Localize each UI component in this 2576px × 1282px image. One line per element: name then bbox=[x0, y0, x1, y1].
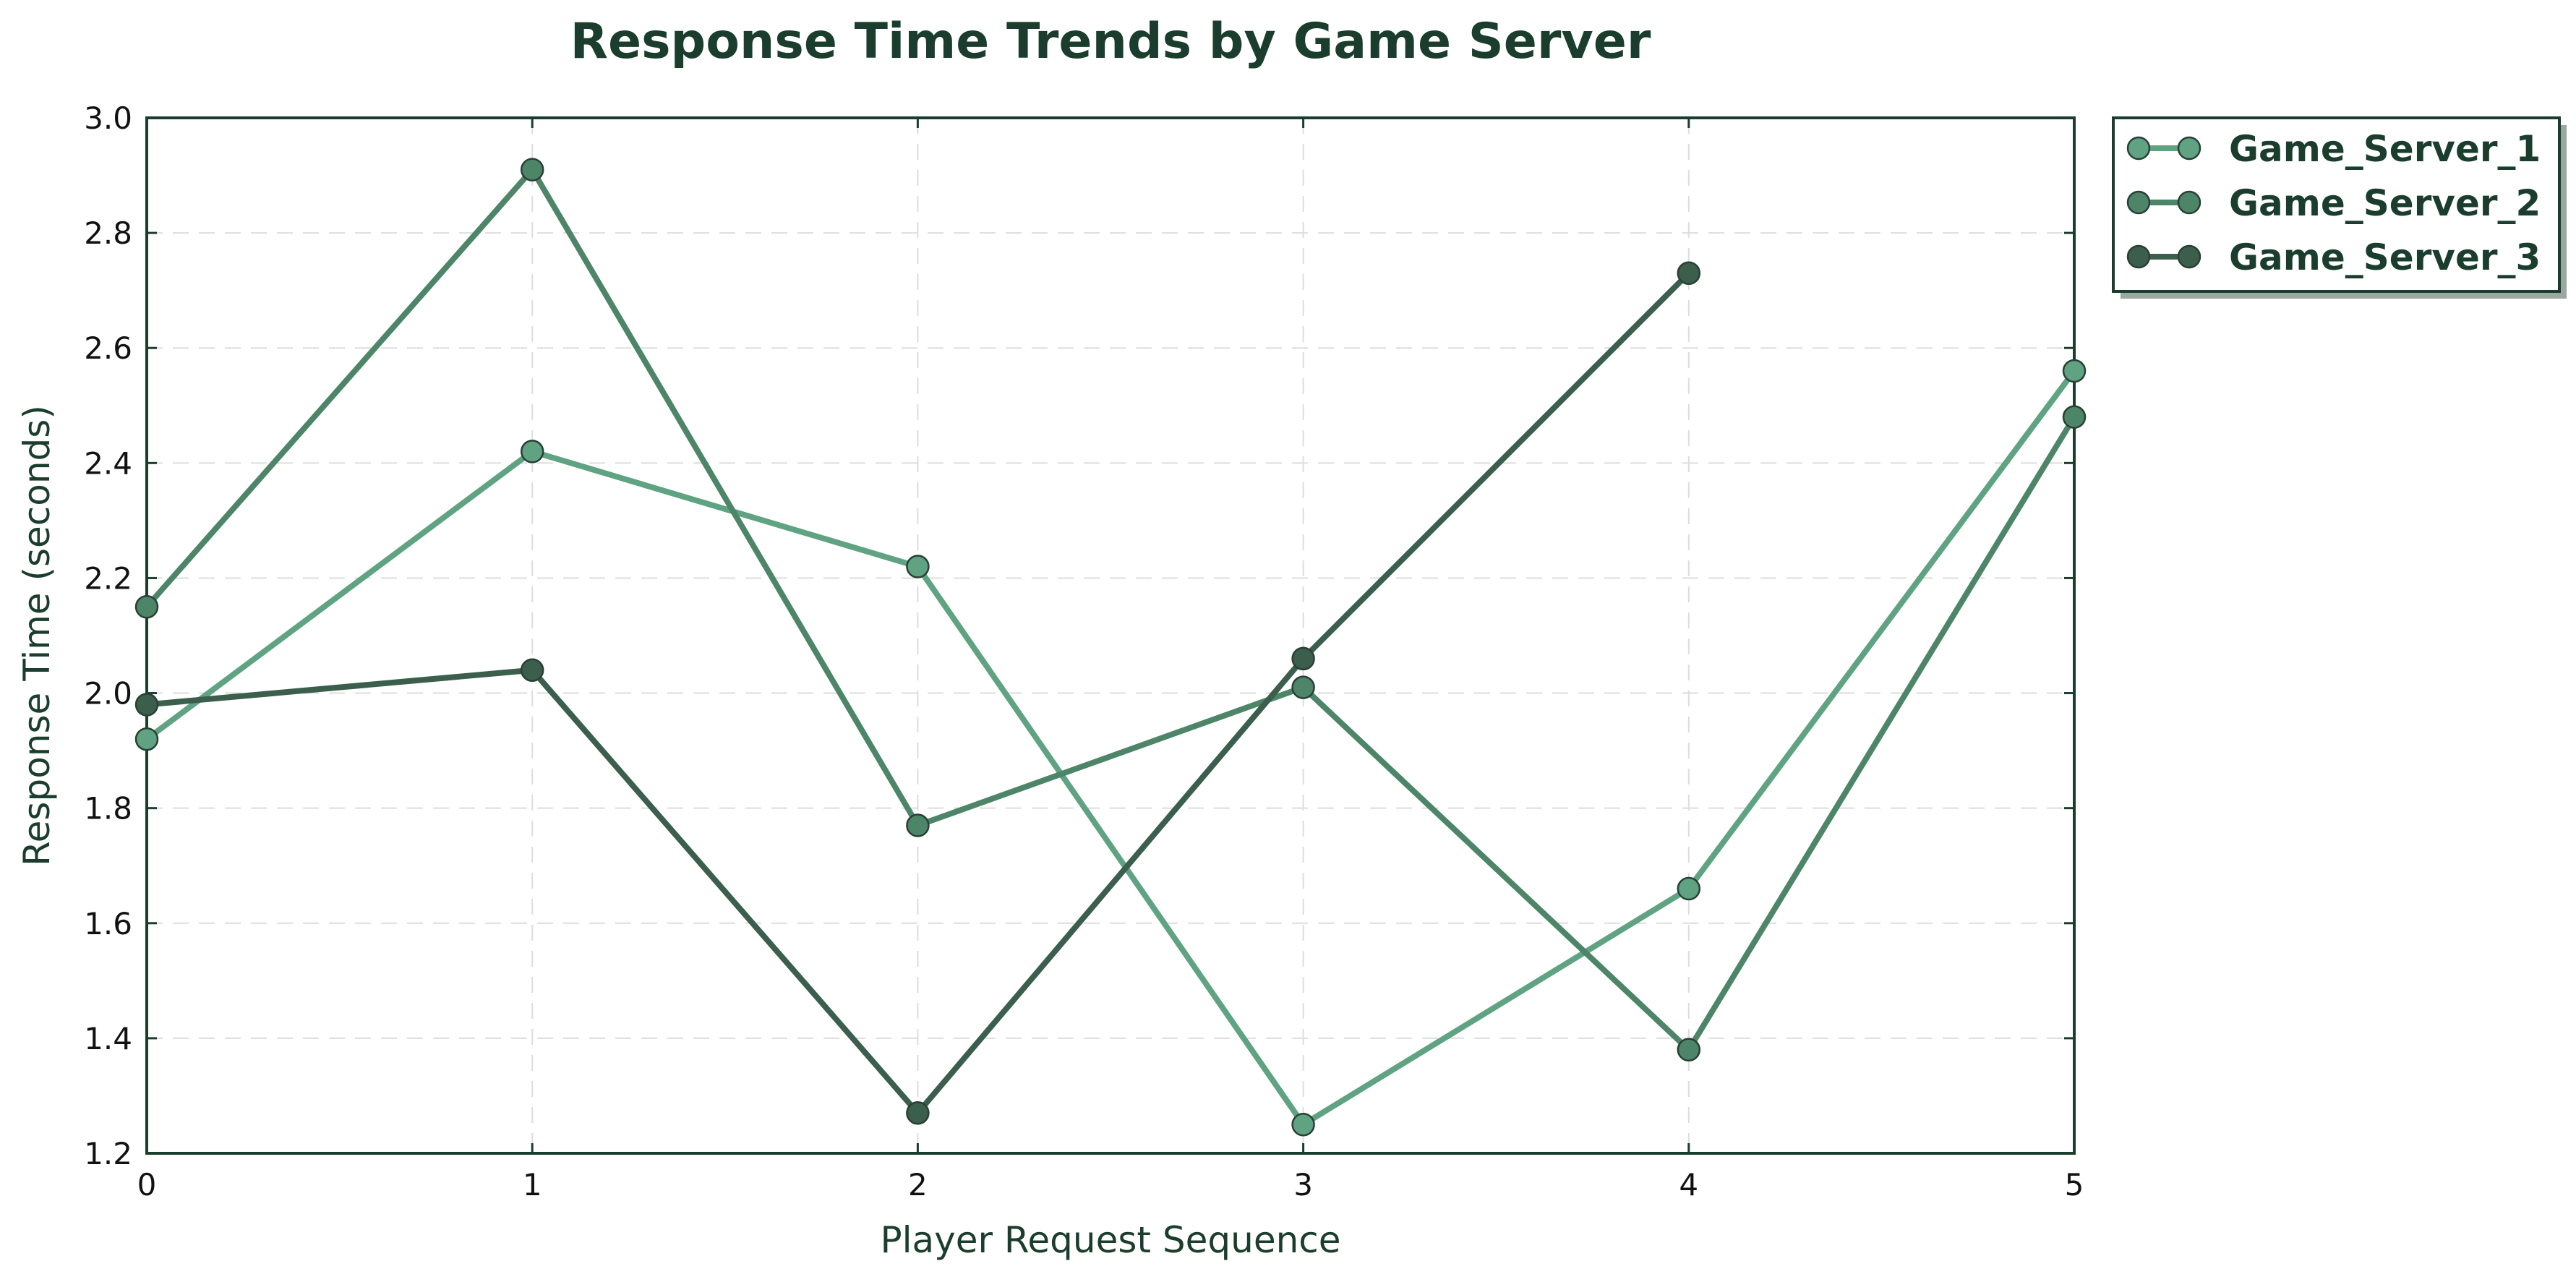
x-tick-label: 4 bbox=[1679, 1167, 1698, 1202]
data-point bbox=[2062, 405, 2087, 429]
legend-item: Game_Server_1 bbox=[2126, 128, 2541, 170]
data-point bbox=[906, 1101, 930, 1125]
legend-label: Game_Server_1 bbox=[2229, 128, 2541, 170]
legend-marker bbox=[2126, 244, 2151, 269]
y-tick-label: 1.2 bbox=[84, 1136, 132, 1171]
legend: Game_Server_1 Game_Server_2 Game_Server_3 bbox=[2112, 116, 2567, 299]
series-3 bbox=[134, 261, 1701, 1125]
y-tick-label: 2.8 bbox=[84, 215, 132, 251]
grid-lines bbox=[147, 118, 2074, 1153]
y-tick-label: 1.6 bbox=[84, 906, 132, 941]
data-point bbox=[1291, 646, 1315, 671]
legend-marker bbox=[2177, 244, 2201, 269]
series-line bbox=[144, 166, 2077, 1053]
data-point bbox=[134, 727, 159, 751]
legend-label: Game_Server_3 bbox=[2229, 236, 2541, 278]
series-1 bbox=[134, 359, 2087, 1137]
data-point bbox=[1677, 261, 1701, 286]
legend-marker bbox=[2177, 190, 2201, 215]
y-tick-label: 2.0 bbox=[84, 676, 132, 711]
x-tick-label: 2 bbox=[908, 1167, 928, 1202]
y-axis-label: Response Time (seconds) bbox=[16, 405, 58, 866]
tick-labels: 0 1 2 3 4 5 1.2 1.4 1.6 1.8 2.0 2.2 2.4 2.6 2.8 3.0 bbox=[84, 101, 2084, 1202]
data-point bbox=[134, 693, 159, 717]
data-point bbox=[1291, 1112, 1315, 1137]
x-tick-label: 0 bbox=[137, 1167, 157, 1202]
data-point bbox=[134, 594, 159, 619]
legend-marker bbox=[2177, 136, 2201, 161]
y-tick-label: 1.8 bbox=[84, 791, 132, 826]
data-point bbox=[1677, 1038, 1701, 1062]
y-tick-label: 2.2 bbox=[84, 560, 132, 596]
data-point bbox=[1677, 876, 1701, 901]
y-tick-label: 2.4 bbox=[84, 445, 132, 481]
legend-marker bbox=[2126, 136, 2151, 161]
x-tick-label: 3 bbox=[1293, 1167, 1313, 1202]
legend-label: Game_Server_2 bbox=[2229, 182, 2541, 224]
data-point bbox=[2062, 359, 2087, 383]
data-point bbox=[1291, 675, 1315, 699]
chart-title: Response Time Trends by Game Server bbox=[570, 13, 1651, 70]
legend-item: Game_Server_3 bbox=[2126, 236, 2541, 278]
data-point bbox=[906, 813, 930, 837]
legend-item: Game_Server_2 bbox=[2126, 182, 2541, 224]
series-line bbox=[145, 369, 2077, 1128]
data-point bbox=[520, 658, 544, 682]
y-tick-label: 3.0 bbox=[84, 101, 132, 136]
x-tick-label: 1 bbox=[523, 1167, 542, 1202]
axis-ticks bbox=[145, 116, 2076, 1155]
y-tick-label: 2.6 bbox=[84, 330, 132, 366]
legend-marker bbox=[2126, 190, 2151, 215]
data-point bbox=[520, 158, 544, 181]
x-tick-label: 5 bbox=[2065, 1167, 2084, 1202]
data-point bbox=[520, 440, 544, 463]
y-tick-label: 1.4 bbox=[84, 1021, 132, 1056]
plot-frame bbox=[145, 116, 2076, 1155]
data-point bbox=[906, 555, 930, 578]
series-2 bbox=[134, 158, 2087, 1062]
x-axis-label: Player Request Sequence bbox=[880, 1219, 1340, 1261]
series-lines bbox=[134, 158, 2087, 1137]
